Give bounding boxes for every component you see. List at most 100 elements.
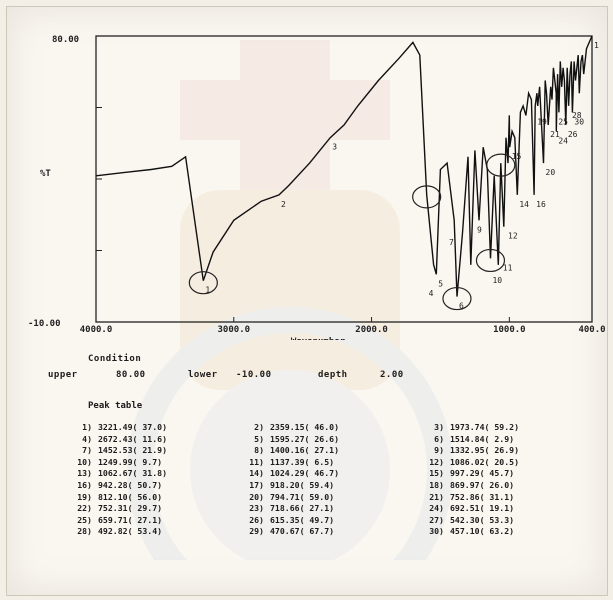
peak-value: 869.97( 26.0)	[450, 479, 515, 490]
peak-value: 1332.95( 26.9)	[450, 445, 520, 456]
document-sheet	[6, 6, 608, 596]
peak-index: 6)	[434, 433, 444, 444]
peak-table-cell: 26) 615.35( 49.7)	[242, 515, 334, 527]
circled-peaks	[188, 153, 516, 311]
peak-value: 1249.99( 9.7)	[98, 456, 163, 467]
peak-table-cell: 28) 492.82( 53.4)	[70, 526, 162, 538]
peak-label: 11	[503, 263, 513, 272]
depth-label: depth	[318, 370, 348, 380]
peak-index: 13)	[77, 468, 92, 479]
peak-label: 3	[332, 143, 337, 152]
peak-table-cell: 12) 1086.02( 20.5)	[422, 457, 519, 469]
peak-value: 752.86( 31.1)	[450, 491, 515, 502]
peak-table-row: 19) 812.10( 56.0) 20) 794.71( 59.0) 21) 752.8…	[70, 492, 600, 504]
peak-value: 1086.02( 20.5)	[450, 456, 520, 467]
peak-table-row: 7) 1452.53( 21.9) 8) 1400.16( 27.1) 9) 1332.9…	[70, 445, 600, 457]
peak-table-cell: 8) 1400.16( 27.1)	[242, 445, 339, 457]
peak-index: 27)	[429, 514, 444, 525]
peak-index: 12)	[429, 456, 444, 467]
peak-value: 2359.15( 46.0)	[270, 422, 340, 432]
peak-table-cell: 11) 1137.39( 6.5)	[242, 457, 334, 469]
peak-table-cell: 6) 1514.84( 2.9)	[422, 434, 514, 446]
spectrum-line	[95, 35, 593, 297]
peak-value: 659.71( 27.1)	[98, 514, 163, 525]
peak-value: 470.67( 67.7)	[270, 526, 335, 537]
y-tick-label-bottom: -10.00	[28, 319, 61, 329]
peak-index: 7)	[82, 445, 92, 456]
peak-table-cell: 24) 692.51( 19.1)	[422, 503, 514, 515]
peak-index: 19)	[77, 491, 92, 502]
peak-table-cell: 19) 812.10( 56.0)	[70, 492, 162, 504]
peak-value: 794.71( 59.0)	[270, 491, 335, 502]
peak-index: 16)	[77, 479, 92, 490]
peak-value: 492.82( 53.4)	[98, 526, 163, 537]
x-tick-label: 2000.0	[355, 325, 388, 335]
peak-table-title: Peak table	[88, 401, 143, 411]
peak-table-row: 10) 1249.99( 9.7) 11) 1137.39( 6.5) 12) 1086.…	[70, 457, 600, 469]
depth-value: 2.00	[380, 370, 404, 380]
peak-value: 1062.67( 31.8)	[98, 468, 168, 479]
peak-index: 29)	[249, 526, 264, 537]
peak-label: 30	[574, 117, 584, 126]
peak-label: 28	[572, 111, 582, 120]
peak-label: 9	[477, 225, 482, 234]
peak-table-cell: 20) 794.71( 59.0)	[242, 492, 334, 504]
peak-table-cell: 25) 659.71( 27.1)	[70, 515, 162, 527]
peak-label: 2	[281, 200, 286, 209]
lower-value: -10.00	[236, 370, 272, 380]
peak-index: 24)	[429, 503, 444, 514]
peak-table-row: 25) 659.71( 27.1) 26) 615.35( 49.7) 27) 542.3…	[70, 515, 600, 527]
x-axis-label: Wavenumber	[291, 337, 346, 340]
peak-circle	[412, 185, 442, 209]
peak-index: 17)	[249, 479, 264, 490]
peak-value: 1452.53( 21.9)	[98, 445, 168, 456]
peak-circle	[442, 286, 472, 311]
upper-value: 80.00	[116, 370, 146, 380]
peak-value: 457.10( 63.2)	[450, 526, 515, 537]
peak-label: 7	[449, 238, 454, 247]
peak-table-cell: 17) 918.20( 59.4)	[242, 480, 334, 492]
peak-label: 26	[568, 130, 578, 139]
peak-value: 1024.29( 46.7)	[270, 468, 340, 479]
peak-table-cell: 30) 457.10( 63.2)	[422, 526, 514, 538]
peak-label: 10	[492, 276, 502, 285]
peak-value: 718.66( 27.1)	[270, 503, 335, 514]
peak-index: 9)	[434, 445, 444, 456]
peak-table-cell: 3) 1973.74( 59.2)	[422, 422, 519, 434]
peak-index: 5)	[254, 433, 264, 444]
peak-circle	[486, 153, 516, 177]
peak-label: 25	[558, 117, 568, 126]
peak-label: 15	[512, 152, 522, 161]
peak-table-cell: 5) 1595.27( 26.6)	[242, 434, 339, 446]
peak-table: 1) 3221.49( 37.0) 2) 2359.15( 46.0) 3) 1973.7…	[70, 422, 600, 538]
peak-label: 24	[558, 136, 568, 145]
peak-table-row: 22) 752.31( 29.7) 23) 718.66( 27.1) 24) 692.5…	[70, 503, 600, 515]
peak-value: 3221.49( 37.0)	[98, 422, 168, 432]
peak-table-cell: 15) 997.29( 45.7)	[422, 468, 514, 480]
peak-value: 812.10( 56.0)	[98, 491, 163, 502]
peak-table-row: 28) 492.82( 53.4) 29) 470.67( 67.7) 30) 457.1…	[70, 526, 600, 538]
peak-value: 1137.39( 6.5)	[270, 456, 335, 467]
peak-index: 23)	[249, 503, 264, 514]
peak-label: 12	[508, 232, 518, 241]
peak-label: 16	[536, 200, 546, 209]
peak-table-row: 13) 1062.67( 31.8) 14) 1024.29( 46.7) 15) 997…	[70, 468, 600, 480]
x-tick-label: 1000.0	[493, 325, 526, 335]
peak-value: 615.35( 49.7)	[270, 514, 335, 525]
peak-table-cell: 29) 470.67( 67.7)	[242, 526, 334, 538]
peak-value: 2672.43( 11.6)	[98, 433, 168, 444]
peak-value: 1595.27( 26.6)	[270, 433, 340, 444]
x-tick-labels: 4000.0 3000.0 2000.0 1000.0 400.0	[80, 325, 606, 335]
lower-label: lower	[188, 370, 218, 380]
peak-table-cell: 10) 1249.99( 9.7)	[70, 457, 162, 469]
x-tick-label: 400.0	[578, 325, 605, 335]
peak-index: 28)	[77, 526, 92, 537]
upper-label: upper	[48, 370, 78, 380]
y-tick-label-top: 80.00	[52, 35, 79, 45]
peak-value: 1973.74( 59.2)	[450, 422, 520, 432]
peak-circle	[188, 271, 218, 295]
peak-index: 26)	[249, 514, 264, 525]
peak-circle	[475, 248, 506, 273]
peak-table-cell: 4) 2672.43( 11.6)	[70, 434, 167, 446]
peak-index: 20)	[249, 491, 264, 502]
